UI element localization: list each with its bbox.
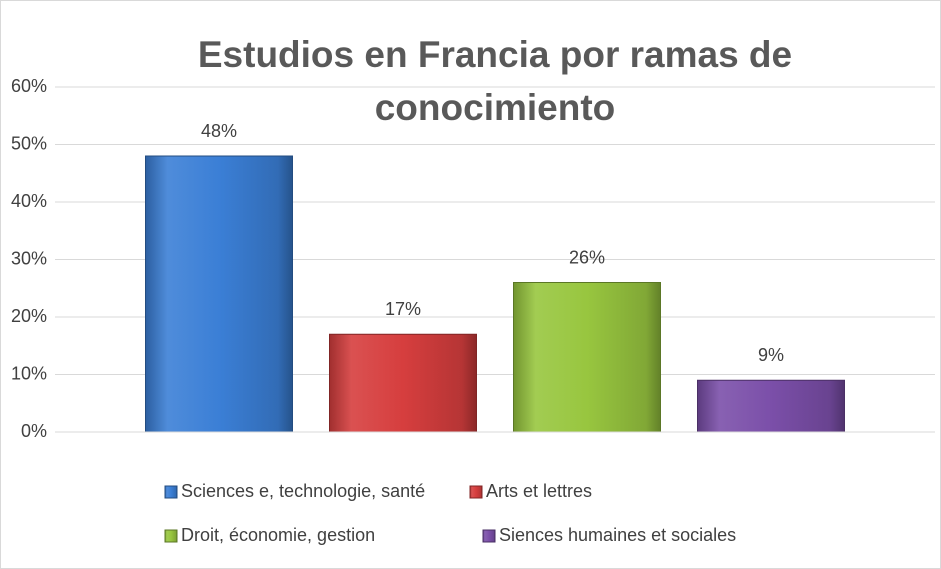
bar (697, 379, 845, 433)
bar (329, 333, 477, 433)
y-tick-label: 0% (21, 421, 47, 441)
legend-swatch (164, 485, 178, 499)
data-label: 26% (569, 247, 605, 267)
y-tick-label: 20% (11, 306, 47, 326)
y-tick-label: 50% (11, 133, 47, 153)
legend-label: Droit, économie, gestion (181, 525, 375, 545)
legend-label: Sciences e, technologie, santé (181, 481, 425, 501)
y-tick-label: 60% (11, 76, 47, 96)
data-label: 9% (758, 345, 784, 365)
legend-label: Arts et lettres (486, 481, 592, 501)
chart-title: Estudios en Francia por ramas de conocim… (197, 34, 793, 128)
y-tick-label: 30% (11, 248, 47, 268)
bar (513, 282, 661, 433)
data-label: 17% (385, 299, 421, 319)
y-tick-label: 10% (11, 363, 47, 383)
data-label: 48% (201, 121, 237, 141)
legend-label: Siences humaines et sociales (499, 525, 736, 545)
legend-swatch (164, 529, 178, 543)
bar (145, 155, 293, 433)
legend-swatch (469, 485, 483, 499)
legend-swatch (482, 529, 496, 543)
y-tick-label: 40% (11, 191, 47, 211)
